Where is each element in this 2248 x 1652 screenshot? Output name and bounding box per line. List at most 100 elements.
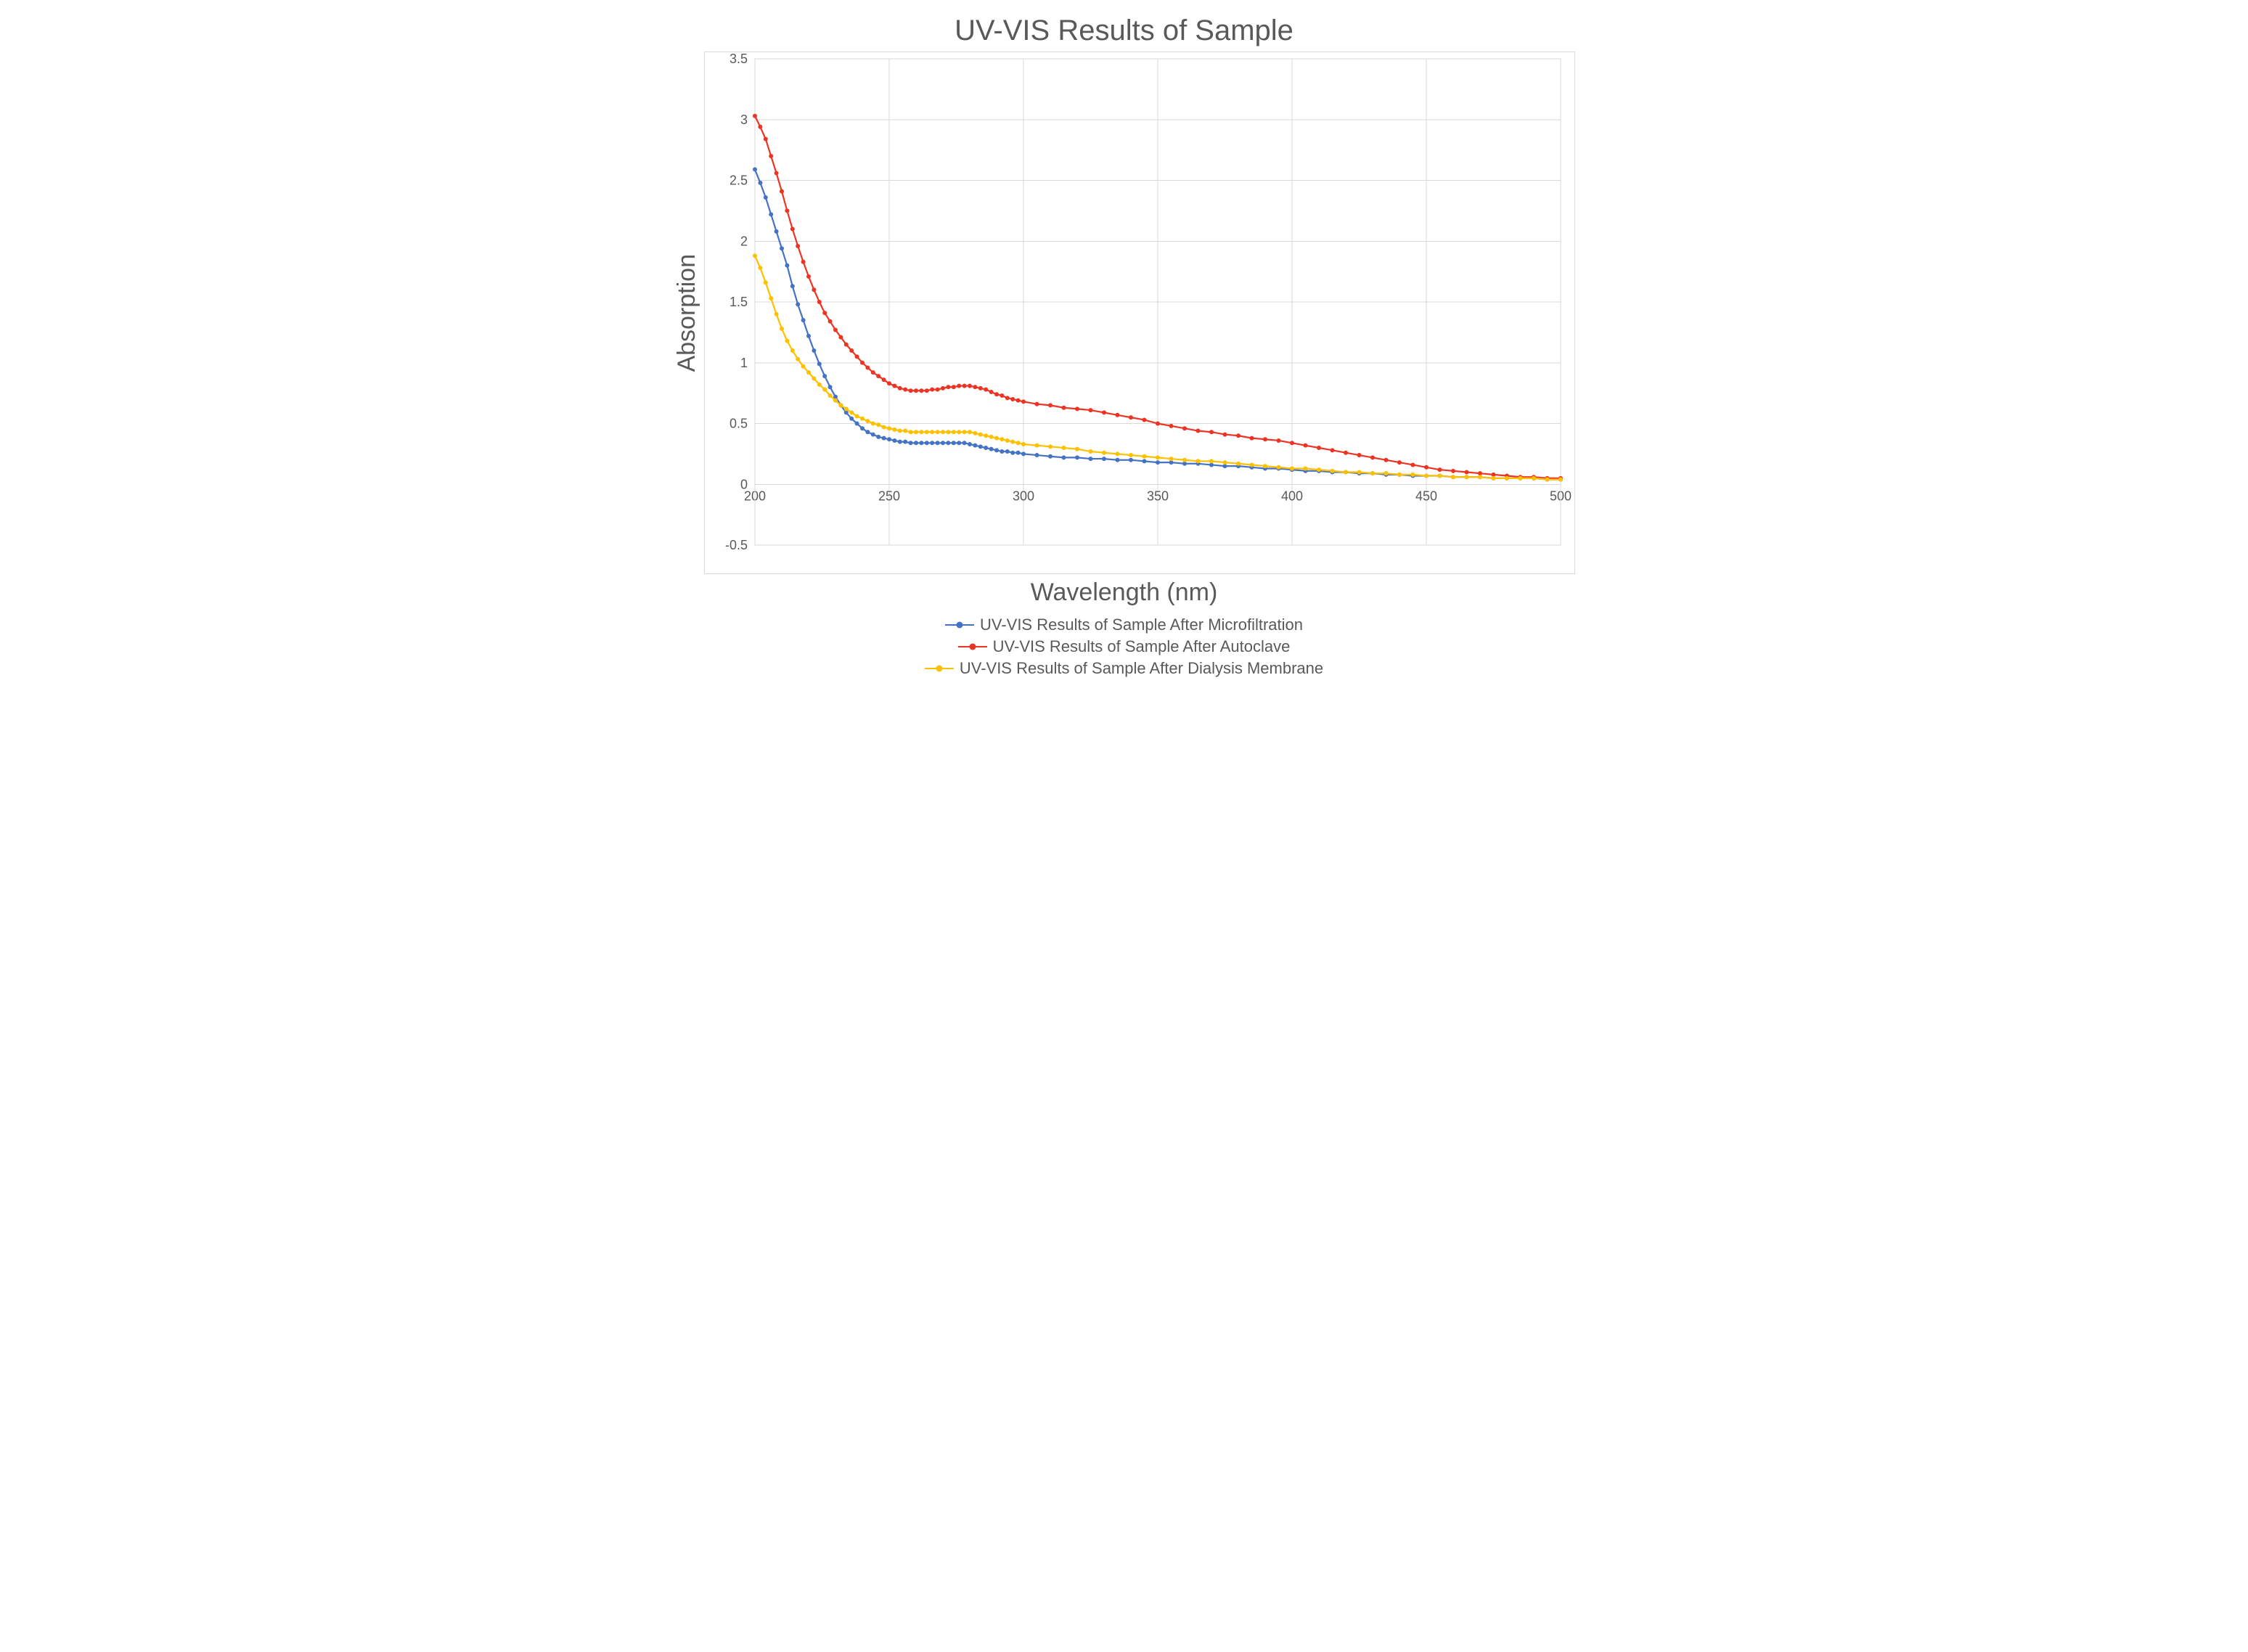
- series-marker: [828, 319, 833, 324]
- series-marker: [1304, 466, 1308, 470]
- series-marker: [780, 246, 784, 250]
- series-marker: [978, 386, 983, 390]
- series-marker: [892, 384, 896, 388]
- series-marker: [973, 385, 977, 389]
- series-marker: [764, 195, 768, 200]
- series-marker: [1016, 441, 1021, 445]
- series-marker: [828, 385, 833, 389]
- series-marker: [1250, 436, 1254, 441]
- series-marker: [822, 374, 827, 378]
- series-marker: [780, 189, 784, 194]
- series-marker: [968, 442, 972, 446]
- series-marker: [785, 208, 789, 213]
- series-marker: [1304, 443, 1308, 448]
- series-marker: [946, 385, 950, 389]
- series-marker: [796, 357, 800, 361]
- legend: UV-VIS Results of Sample After Microfilt…: [7, 614, 2241, 679]
- series-marker: [1492, 476, 1496, 481]
- series-marker: [1005, 396, 1010, 400]
- series-marker: [1397, 460, 1402, 465]
- series-marker: [1102, 410, 1106, 414]
- series-marker: [1182, 426, 1187, 430]
- series-marker: [758, 125, 762, 129]
- series-marker: [1411, 462, 1415, 467]
- series-marker: [1016, 398, 1021, 403]
- svg-text:400: 400: [1281, 488, 1303, 503]
- series-marker: [936, 441, 940, 445]
- series-marker: [828, 393, 833, 398]
- svg-text:3: 3: [740, 113, 748, 127]
- series-marker: [946, 441, 950, 445]
- series-marker: [941, 430, 945, 434]
- series-marker: [871, 370, 875, 375]
- series-marker: [855, 422, 859, 426]
- series-marker: [1143, 417, 1147, 422]
- series-marker: [882, 425, 886, 430]
- series-marker: [1223, 460, 1227, 465]
- series-marker: [962, 441, 967, 445]
- series-marker: [1263, 437, 1267, 441]
- series-marker: [1558, 478, 1563, 482]
- series-marker: [876, 435, 880, 439]
- series-marker: [1102, 457, 1106, 461]
- series-marker: [952, 385, 956, 389]
- series-marker: [887, 437, 891, 441]
- series-marker: [822, 311, 827, 315]
- series-marker: [1129, 453, 1133, 457]
- series-marker: [957, 430, 961, 434]
- series-marker: [1116, 451, 1120, 456]
- series-marker: [962, 384, 967, 388]
- series-marker: [882, 436, 886, 441]
- series-marker: [925, 441, 929, 445]
- series-marker: [1209, 459, 1214, 463]
- series-marker: [1290, 466, 1294, 470]
- series-marker: [769, 296, 773, 300]
- series-marker: [1357, 470, 1362, 475]
- series-marker: [1010, 440, 1015, 444]
- legend-label: UV-VIS Results of Sample After Autoclave: [993, 637, 1291, 656]
- x-axis-label: Wavelength (nm): [7, 578, 2241, 607]
- series-marker: [1236, 462, 1241, 466]
- y-axis-label: Absorption: [673, 254, 701, 372]
- series-marker: [952, 441, 956, 445]
- series-marker: [801, 318, 806, 322]
- series-marker: [1156, 422, 1160, 426]
- series-marker: [1143, 459, 1147, 463]
- series-marker: [849, 417, 854, 421]
- series-marker: [903, 388, 907, 392]
- series-marker: [1451, 469, 1455, 473]
- series-marker: [764, 280, 768, 285]
- series-marker: [1424, 465, 1428, 470]
- series-marker: [1075, 406, 1079, 411]
- series-marker: [989, 447, 994, 451]
- series-marker: [882, 377, 886, 382]
- series-marker: [914, 430, 918, 434]
- series-marker: [1397, 473, 1402, 477]
- series-marker: [1143, 454, 1147, 459]
- series-marker: [1048, 454, 1053, 459]
- series-marker: [785, 263, 789, 268]
- series-marker: [925, 388, 929, 393]
- svg-text:2: 2: [740, 234, 748, 248]
- series-marker: [1263, 464, 1267, 468]
- series-marker: [1005, 449, 1010, 454]
- svg-text:450: 450: [1415, 488, 1437, 503]
- series-marker: [1277, 438, 1281, 443]
- series-marker: [817, 300, 822, 304]
- series-marker: [1089, 449, 1093, 454]
- series-marker: [1411, 473, 1415, 477]
- series-marker: [817, 361, 822, 366]
- series-marker: [1010, 397, 1015, 401]
- chart-title: UV-VIS Results of Sample: [7, 15, 2241, 47]
- series-marker: [941, 441, 945, 445]
- series-marker: [887, 381, 891, 385]
- series-marker: [1075, 455, 1079, 459]
- series-marker: [1169, 424, 1174, 428]
- series-marker: [1465, 475, 1469, 479]
- series-marker: [968, 384, 972, 388]
- series-marker: [936, 388, 940, 392]
- series-marker: [806, 274, 811, 279]
- series-marker: [1250, 462, 1254, 467]
- series-marker: [844, 343, 849, 347]
- series-marker: [892, 438, 896, 443]
